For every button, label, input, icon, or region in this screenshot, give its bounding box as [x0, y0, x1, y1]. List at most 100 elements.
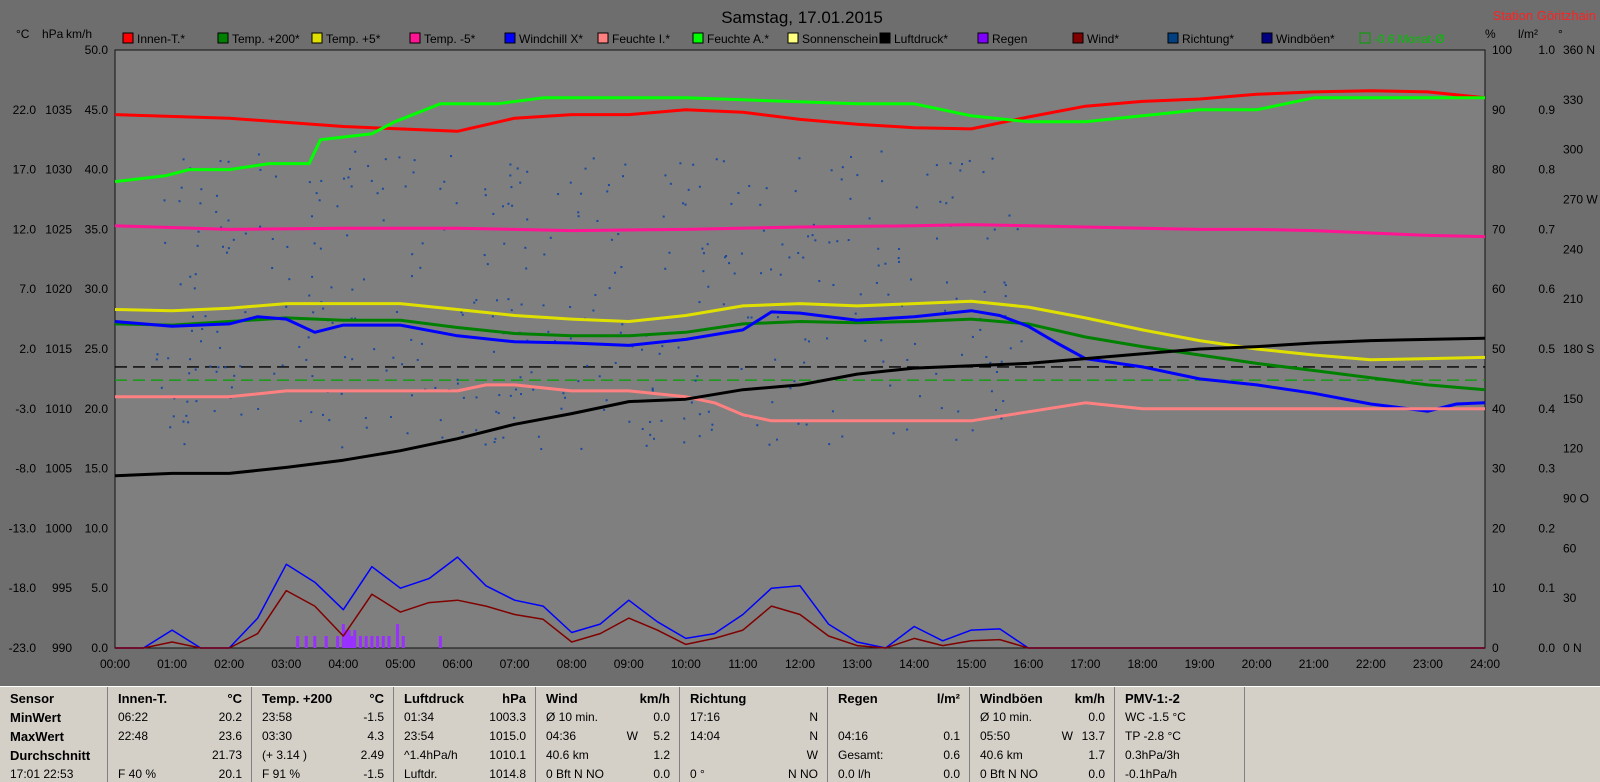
legend-label: -0.6 Monat-Ø	[1374, 32, 1445, 46]
direction-point	[475, 429, 478, 432]
direction-point	[733, 272, 736, 275]
direction-point	[624, 163, 627, 166]
direction-point	[164, 241, 167, 244]
direction-point	[382, 219, 385, 222]
direction-point	[770, 268, 773, 271]
direction-point	[411, 253, 414, 256]
direction-point	[364, 416, 367, 419]
legend-swatch	[977, 32, 989, 44]
direction-point	[299, 420, 302, 423]
direction-point	[273, 372, 276, 375]
direction-point	[281, 364, 284, 367]
direction-point	[312, 311, 315, 314]
time-tick-label: 03:00	[271, 657, 301, 671]
rain-tick-label: 0.1	[1538, 581, 1555, 595]
table-cell: N NO	[788, 767, 818, 781]
direction-point	[740, 252, 743, 255]
legend-label: Regen	[992, 32, 1027, 46]
direction-point	[461, 313, 464, 316]
direction-point	[172, 415, 175, 418]
direction-point	[486, 263, 489, 266]
direction-point	[331, 321, 334, 324]
weather-chart: Samstag, 17.01.2015 Station Göritzhain °…	[8, 8, 1599, 671]
direction-point	[949, 162, 952, 165]
direction-point	[668, 251, 671, 254]
direction-point	[679, 162, 682, 165]
table-cell: 03:30	[262, 729, 293, 743]
direction-point	[365, 426, 368, 429]
direction-point	[342, 177, 345, 180]
legend-label: Temp. +200*	[232, 32, 300, 46]
chart-legend: Innen-T.* Temp. +200* Temp. +5* Temp. -5* Wi…	[122, 32, 1445, 46]
column-unit: km/h	[1074, 691, 1105, 706]
direction-point	[240, 413, 243, 416]
table-cell: 23.6	[218, 729, 242, 743]
direction-point	[493, 441, 496, 444]
direction-point	[307, 336, 310, 339]
table-cell: WC -1.5 °C	[1125, 710, 1186, 724]
legend-label: Windchill X*	[519, 32, 583, 46]
direction-point	[702, 252, 705, 255]
direction-point	[986, 237, 989, 240]
direction-point	[945, 281, 948, 284]
direction-point	[179, 283, 182, 286]
axis-label-pressure: hPa	[42, 27, 64, 41]
rain-tick-label: 0.2	[1538, 521, 1555, 535]
column-unit: °C	[369, 691, 384, 706]
direction-point	[520, 303, 523, 306]
table-cell: 0.0	[1088, 710, 1105, 724]
direction-point	[381, 187, 384, 190]
table-column: Innen-T. °C 06:22 20.2 22:48 23.6 21.73 F 40 % 2…	[108, 687, 252, 782]
direction-point	[188, 372, 191, 375]
direction-point	[906, 428, 909, 431]
table-cell: -0.1hPa/h	[1125, 767, 1178, 781]
legend-swatch	[1167, 32, 1179, 44]
direction-point	[651, 387, 654, 390]
wind-tick-label: 35.0	[85, 222, 109, 236]
direction-point	[828, 241, 831, 244]
direction-point	[271, 267, 274, 270]
table-cell: 1010.1	[489, 748, 526, 762]
direction-point	[473, 301, 476, 304]
direction-tick-label: 0 N	[1563, 641, 1582, 655]
direction-point	[619, 331, 622, 334]
direction-point	[621, 323, 624, 326]
direction-point	[979, 328, 982, 331]
direction-point	[350, 185, 353, 188]
table-cell: 0 °	[690, 767, 705, 781]
direction-point	[311, 375, 314, 378]
table-cell: 1.7	[1088, 748, 1105, 762]
direction-point	[219, 346, 222, 349]
direction-point	[341, 446, 344, 449]
humidity-tick-label: 30	[1492, 462, 1506, 476]
humidity-tick-label: 90	[1492, 103, 1506, 117]
direction-point	[540, 448, 543, 451]
direction-point	[687, 188, 690, 191]
direction-point	[182, 420, 185, 423]
direction-point	[169, 426, 172, 429]
direction-point	[336, 205, 339, 208]
direction-point	[811, 234, 814, 237]
legend-swatch	[311, 32, 323, 44]
direction-tick-label: 360 N	[1563, 43, 1595, 57]
legend-label: Sonnenschein	[802, 32, 878, 46]
direction-point	[455, 202, 458, 205]
time-tick-label: 12:00	[785, 657, 815, 671]
direction-point	[298, 345, 301, 348]
direction-point	[511, 204, 514, 207]
series-line	[114, 299, 1486, 362]
direction-point	[1004, 295, 1007, 298]
direction-point	[196, 244, 199, 247]
direction-point	[762, 229, 765, 232]
direction-point	[901, 304, 904, 307]
direction-point	[1000, 417, 1003, 420]
legend-swatch	[692, 32, 704, 44]
time-tick-label: 24:00	[1470, 657, 1500, 671]
time-tick-label: 06:00	[442, 657, 472, 671]
temp-tick-label: -18.0	[9, 581, 37, 595]
direction-point	[756, 424, 759, 427]
direction-point	[957, 410, 960, 413]
direction-point	[526, 218, 529, 221]
direction-point	[747, 316, 750, 319]
direction-point	[398, 156, 401, 159]
